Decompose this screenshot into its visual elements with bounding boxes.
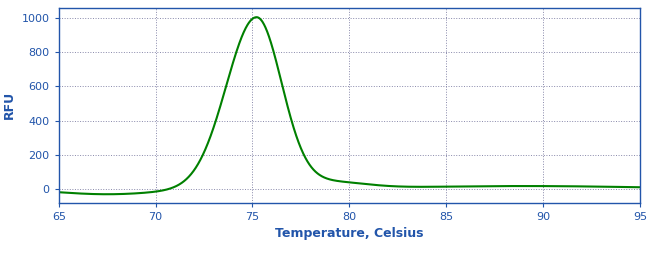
X-axis label: Temperature, Celsius: Temperature, Celsius [275,228,424,240]
Y-axis label: RFU: RFU [3,91,16,119]
